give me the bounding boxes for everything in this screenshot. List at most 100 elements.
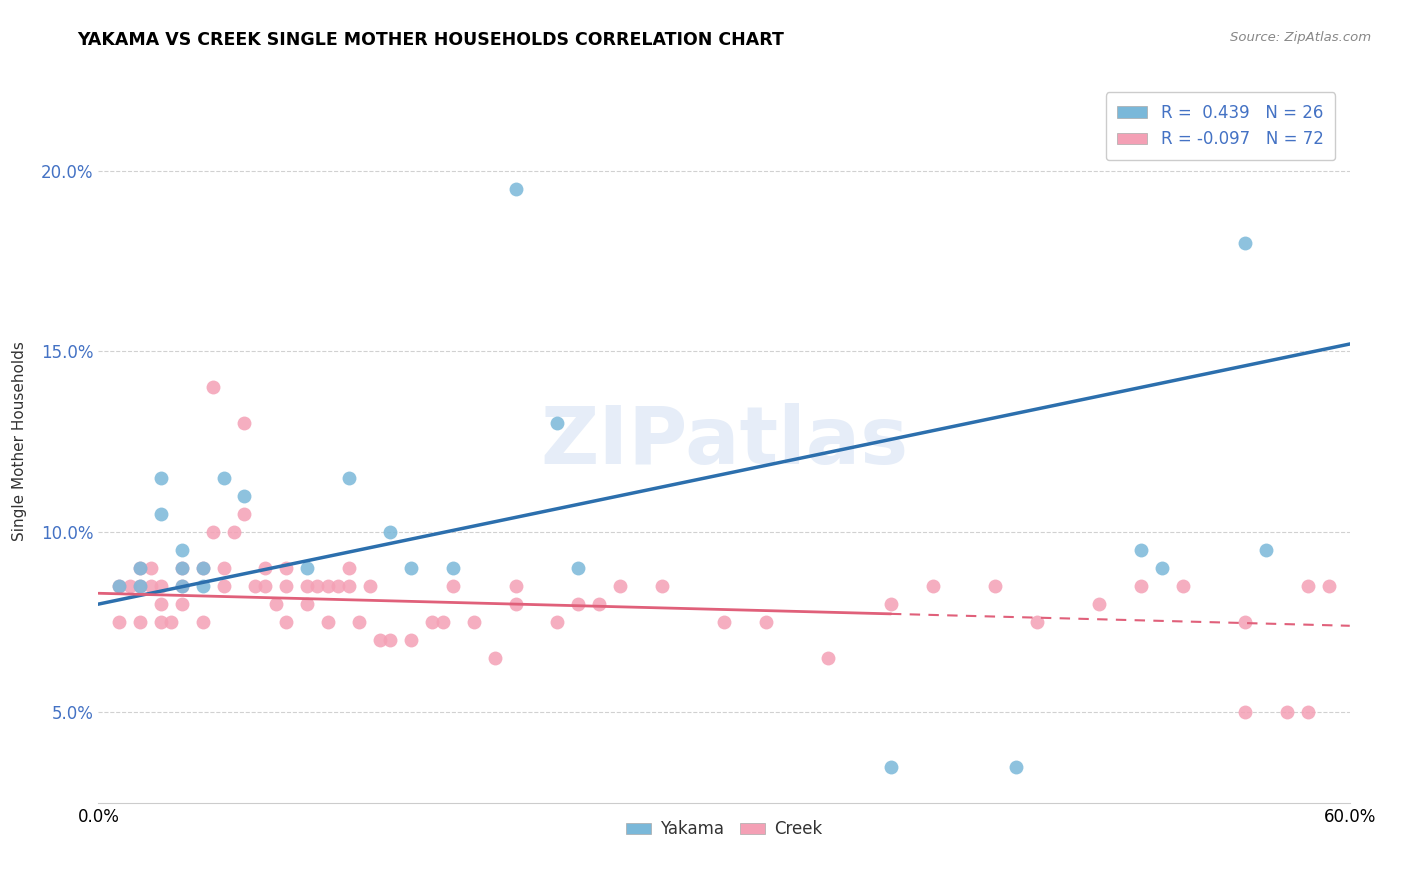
Point [1150, 561, 1173, 575]
Point [191, 615, 214, 630]
Point [274, 615, 298, 630]
Point [505, 597, 527, 611]
Point [1234, 615, 1257, 630]
Point [295, 561, 318, 575]
Point [546, 417, 568, 431]
Point [212, 579, 235, 593]
Point [505, 181, 527, 195]
Point [233, 507, 256, 521]
Point [160, 615, 183, 630]
Point [1130, 579, 1153, 593]
Point [1171, 579, 1194, 593]
Point [567, 561, 589, 575]
Point [150, 507, 173, 521]
Point [921, 579, 943, 593]
Point [150, 579, 173, 593]
Point [1317, 579, 1340, 593]
Point [108, 615, 131, 630]
Point [108, 579, 131, 593]
Point [1256, 542, 1278, 557]
Point [108, 579, 131, 593]
Point [316, 615, 339, 630]
Point [567, 597, 589, 611]
Point [1296, 579, 1319, 593]
Point [401, 633, 423, 648]
Point [254, 561, 277, 575]
Point [463, 615, 485, 630]
Point [170, 561, 193, 575]
Point [307, 579, 329, 593]
Point [129, 561, 152, 575]
Point [139, 579, 162, 593]
Point [484, 651, 506, 665]
Point [1130, 542, 1153, 557]
Point [243, 579, 266, 593]
Point [1088, 597, 1111, 611]
Point [505, 579, 527, 593]
Point [359, 579, 381, 593]
Point [170, 579, 193, 593]
Point [420, 615, 443, 630]
Point [170, 597, 193, 611]
Point [651, 579, 673, 593]
Point [984, 579, 1007, 593]
Point [202, 380, 225, 394]
Point [316, 579, 339, 593]
Point [191, 561, 214, 575]
Text: YAKAMA VS CREEK SINGLE MOTHER HOUSEHOLDS CORRELATION CHART: YAKAMA VS CREEK SINGLE MOTHER HOUSEHOLDS… [77, 31, 785, 49]
Point [129, 579, 152, 593]
Text: Source: ZipAtlas.com: Source: ZipAtlas.com [1230, 31, 1371, 45]
Point [254, 579, 277, 593]
Point [295, 579, 318, 593]
Point [295, 597, 318, 611]
Point [274, 579, 298, 593]
Point [1296, 706, 1319, 720]
Point [274, 561, 298, 575]
Point [368, 633, 391, 648]
Point [191, 579, 214, 593]
Point [713, 615, 735, 630]
Point [755, 615, 778, 630]
Point [441, 579, 464, 593]
Legend: Yakama, Creek: Yakama, Creek [620, 814, 828, 845]
Point [609, 579, 631, 593]
Point [170, 542, 193, 557]
Point [150, 615, 173, 630]
Point [328, 579, 350, 593]
Point [129, 579, 152, 593]
Point [1277, 706, 1299, 720]
Point [1005, 760, 1028, 774]
Point [347, 615, 370, 630]
Point [202, 524, 225, 539]
Point [264, 597, 287, 611]
Point [170, 561, 193, 575]
Point [191, 561, 214, 575]
Point [880, 760, 903, 774]
Point [546, 615, 568, 630]
Point [1026, 615, 1049, 630]
Point [401, 561, 423, 575]
Point [212, 470, 235, 484]
Point [1234, 706, 1257, 720]
Point [118, 579, 141, 593]
Point [337, 470, 360, 484]
Point [233, 489, 256, 503]
Point [139, 561, 162, 575]
Point [380, 524, 402, 539]
Point [441, 561, 464, 575]
Point [817, 651, 839, 665]
Y-axis label: Single Mother Households: Single Mother Households [13, 342, 27, 541]
Point [380, 633, 402, 648]
Point [337, 579, 360, 593]
Text: ZIPatlas: ZIPatlas [540, 402, 908, 481]
Point [170, 579, 193, 593]
Point [233, 417, 256, 431]
Point [150, 470, 173, 484]
Point [222, 524, 245, 539]
Point [150, 597, 173, 611]
Point [212, 561, 235, 575]
Point [1234, 235, 1257, 250]
Point [129, 615, 152, 630]
Point [880, 597, 903, 611]
Point [432, 615, 454, 630]
